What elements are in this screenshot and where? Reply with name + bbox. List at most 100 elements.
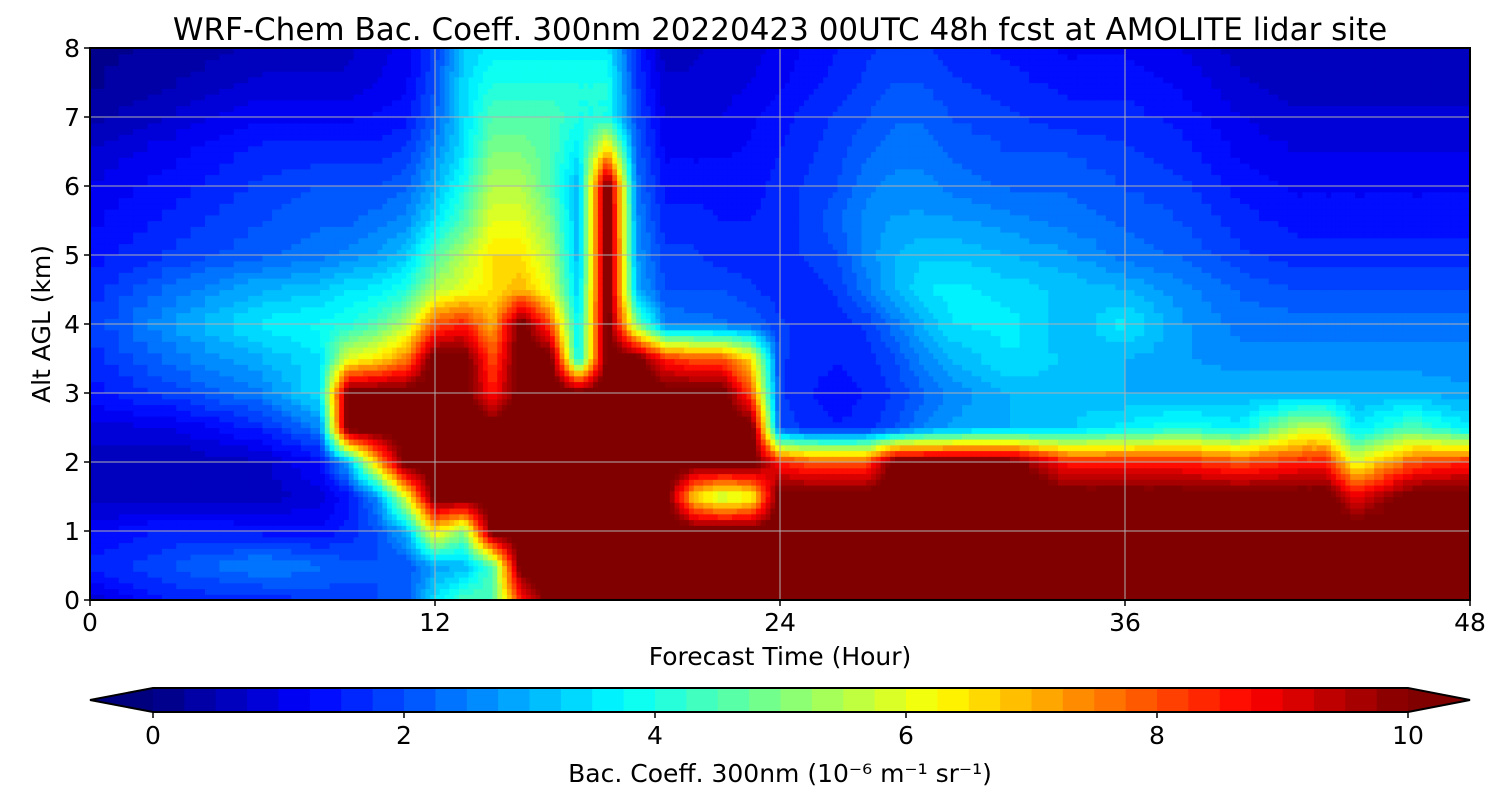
- heatmap-cell: [962, 502, 973, 509]
- heatmap-cell: [363, 519, 369, 526]
- heatmap-cell: [516, 577, 522, 584]
- heatmap-cell: [358, 519, 364, 526]
- heatmap-cell: [324, 548, 331, 555]
- heatmap-cell: [827, 525, 834, 532]
- heatmap-cell: [626, 531, 633, 538]
- heatmap-cell: [1163, 594, 1174, 600]
- heatmap-cell: [1201, 496, 1212, 503]
- heatmap-cell: [205, 502, 220, 509]
- heatmap-cell: [875, 559, 882, 567]
- heatmap-cell: [765, 531, 772, 538]
- heatmap-cell: [607, 536, 613, 544]
- heatmap-cell: [732, 467, 738, 475]
- heatmap-cell: [550, 485, 556, 492]
- heatmap-cell: [324, 473, 331, 480]
- heatmap-cell: [310, 462, 321, 469]
- heatmap-cell: [962, 479, 973, 486]
- heatmap-cell: [190, 485, 206, 492]
- heatmap-cell: [439, 536, 446, 544]
- heatmap-cell: [526, 531, 532, 538]
- heatmap-cell: [1192, 467, 1203, 475]
- heatmap-cell: [358, 508, 364, 515]
- heatmap-cell: [1316, 594, 1323, 600]
- heatmap-cell: [540, 554, 546, 561]
- heatmap-cell: [933, 565, 939, 572]
- heatmap-cell: [717, 536, 724, 544]
- heatmap-cell: [190, 508, 206, 515]
- heatmap-cell: [1048, 542, 1059, 549]
- heatmap-cell: [1259, 571, 1270, 578]
- heatmap-cell: [382, 582, 388, 590]
- heatmap-cell: [1441, 559, 1452, 567]
- heatmap-cell: [133, 479, 149, 486]
- heatmap-cell: [641, 462, 647, 469]
- heatmap-cell: [569, 582, 575, 590]
- heatmap-cell: [377, 594, 383, 600]
- heatmap-cell: [358, 462, 364, 469]
- heatmap-cell: [1134, 467, 1145, 475]
- heatmap-cell: [851, 473, 858, 480]
- heatmap-cell: [506, 571, 513, 578]
- heatmap-cell: [861, 536, 867, 544]
- heatmap-cell: [799, 519, 805, 526]
- heatmap-cell: [837, 565, 843, 572]
- heatmap-cell: [569, 525, 575, 532]
- heatmap-cell: [205, 582, 220, 590]
- heatmap-cell: [823, 559, 829, 567]
- heatmap-cell: [871, 542, 877, 549]
- heatmap-cell: [1326, 479, 1332, 486]
- heatmap-cell: [722, 588, 728, 595]
- heatmap-cell: [741, 594, 748, 600]
- heatmap-cell: [866, 577, 872, 584]
- heatmap-cell: [482, 479, 489, 486]
- heatmap-cell: [1096, 473, 1107, 480]
- heatmap-cell: [339, 582, 345, 590]
- heatmap-cell: [904, 565, 910, 572]
- heatmap-cell: [406, 513, 412, 521]
- heatmap-cell: [372, 559, 379, 567]
- heatmap-cell: [435, 594, 441, 600]
- heatmap-cell: [1335, 531, 1342, 538]
- heatmap-cell: [1268, 531, 1279, 538]
- heatmap-cell: [1000, 513, 1011, 521]
- heatmap-cell: [899, 508, 906, 515]
- heatmap-cell: [535, 462, 542, 469]
- heatmap-cell: [358, 536, 364, 544]
- heatmap-cell: [343, 473, 350, 480]
- heatmap-cell: [1350, 565, 1356, 572]
- heatmap-cell: [760, 582, 767, 590]
- heatmap-cell: [813, 525, 819, 532]
- heatmap-cell: [1019, 508, 1030, 515]
- heatmap-cell: [1441, 513, 1452, 521]
- heatmap-cell: [463, 479, 470, 486]
- heatmap-cell: [1220, 490, 1232, 498]
- heatmap-cell: [444, 594, 450, 600]
- heatmap-cell: [1340, 502, 1347, 509]
- heatmap-cell: [348, 559, 355, 567]
- heatmap-cell: [1182, 479, 1193, 486]
- heatmap-cell: [780, 554, 786, 561]
- heatmap-cell: [468, 542, 474, 549]
- heatmap-cell: [104, 588, 120, 595]
- heatmap-cell: [310, 485, 321, 492]
- heatmap-cell: [756, 559, 762, 567]
- heatmap-cell: [827, 542, 834, 549]
- heatmap-cell: [899, 554, 906, 561]
- heatmap-cell: [1010, 525, 1021, 532]
- heatmap-cell: [358, 594, 364, 600]
- heatmap-cell: [147, 496, 163, 503]
- heatmap-cell: [147, 525, 163, 532]
- heatmap-cell: [530, 594, 537, 600]
- heatmap-cell: [1201, 582, 1212, 590]
- heatmap-cell: [1057, 525, 1069, 532]
- heatmap-cell: [133, 565, 149, 572]
- heatmap-cell: [933, 594, 939, 600]
- heatmap-cell: [923, 473, 930, 480]
- heatmap-cell: [1182, 473, 1193, 480]
- heatmap-cell: [1355, 473, 1366, 480]
- heatmap-cell: [636, 462, 642, 469]
- heatmap-cell: [358, 571, 364, 578]
- heatmap-cell: [1201, 548, 1212, 555]
- heatmap-cell: [118, 485, 134, 492]
- heatmap-cell: [1134, 559, 1145, 567]
